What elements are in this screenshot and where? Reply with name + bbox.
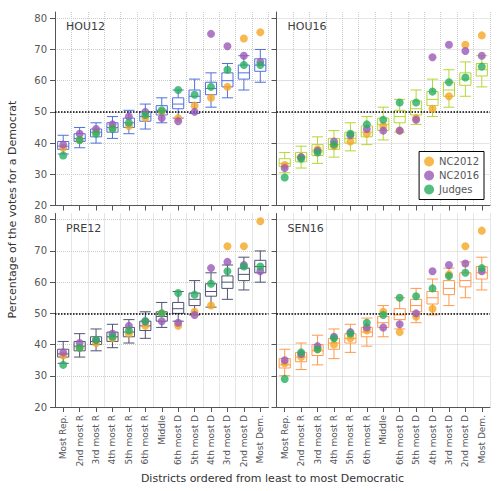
svg-text:50: 50: [34, 106, 47, 117]
svg-text:20: 20: [34, 402, 47, 413]
svg-text:NC2016: NC2016: [439, 170, 479, 181]
svg-text:60: 60: [34, 277, 47, 288]
svg-text:80: 80: [34, 13, 47, 24]
svg-text:5th most R: 5th most R: [345, 415, 355, 464]
svg-text:3rd most R: 3rd most R: [313, 415, 323, 464]
svg-text:50: 50: [34, 308, 47, 319]
svg-text:NC2012: NC2012: [439, 156, 479, 167]
svg-text:Most Rep.: Most Rep.: [280, 415, 290, 459]
svg-text:4th most D: 4th most D: [428, 415, 438, 465]
svg-text:6th most R: 6th most R: [362, 415, 372, 464]
svg-text:HOU16: HOU16: [288, 20, 327, 33]
svg-text:80: 80: [34, 214, 47, 225]
svg-text:Most Rep.: Most Rep.: [58, 415, 68, 459]
svg-text:HOU12: HOU12: [66, 20, 105, 33]
svg-text:3rd most D: 3rd most D: [222, 415, 232, 465]
svg-text:2nd most R: 2nd most R: [296, 415, 306, 467]
svg-text:70: 70: [34, 44, 47, 55]
svg-text:6th most D: 6th most D: [395, 415, 405, 465]
svg-text:70: 70: [34, 245, 47, 256]
svg-text:Middle: Middle: [157, 415, 167, 445]
svg-text:Districts ordered from least t: Districts ordered from least to most Dem…: [141, 472, 404, 485]
svg-text:30: 30: [34, 370, 47, 381]
svg-text:5th most D: 5th most D: [190, 415, 200, 465]
svg-text:2nd most R: 2nd most R: [75, 415, 85, 467]
svg-text:Most Dem.: Most Dem.: [255, 415, 265, 463]
svg-text:2nd most D: 2nd most D: [460, 415, 470, 467]
svg-text:PRE12: PRE12: [66, 222, 101, 235]
svg-text:3rd most D: 3rd most D: [444, 415, 454, 465]
svg-text:30: 30: [34, 169, 47, 180]
svg-text:Middle: Middle: [378, 415, 388, 445]
svg-text:6th most D: 6th most D: [173, 415, 183, 465]
svg-text:5th most D: 5th most D: [411, 415, 421, 465]
svg-text:60: 60: [34, 75, 47, 86]
svg-text:4th most R: 4th most R: [329, 415, 339, 464]
svg-text:SEN16: SEN16: [288, 222, 324, 235]
svg-text:6th most R: 6th most R: [140, 415, 150, 464]
svg-text:40: 40: [34, 138, 47, 149]
svg-text:40: 40: [34, 339, 47, 350]
svg-text:Most Dem.: Most Dem.: [477, 415, 487, 463]
svg-text:20: 20: [34, 200, 47, 211]
svg-text:Percentage of the votes for a: Percentage of the votes for a Democrat: [6, 100, 19, 318]
svg-text:5th most R: 5th most R: [124, 415, 134, 464]
svg-text:4th most D: 4th most D: [206, 415, 216, 465]
svg-text:3rd most R: 3rd most R: [91, 415, 101, 464]
svg-text:4th most R: 4th most R: [107, 415, 117, 464]
svg-text:Judges: Judges: [438, 184, 472, 195]
svg-text:2nd most D: 2nd most D: [239, 415, 249, 467]
